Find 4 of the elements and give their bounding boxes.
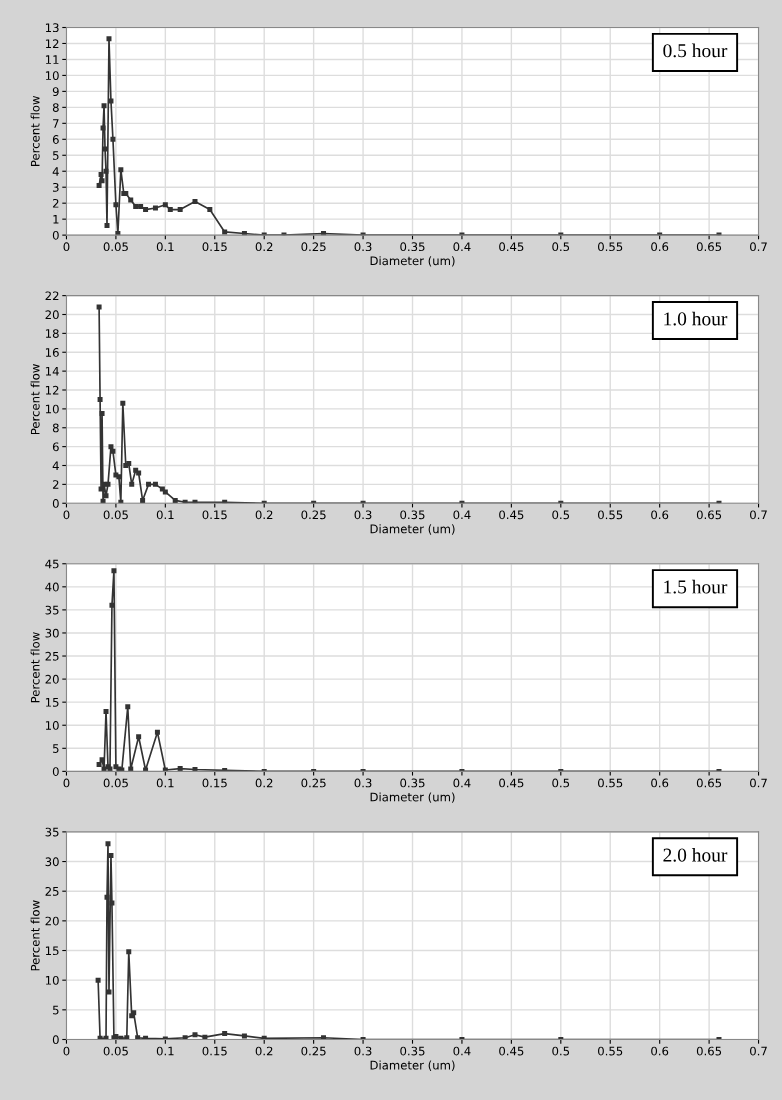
annotation: 1.5 hour	[664, 579, 728, 594]
annotation: 1.0 hour	[664, 311, 728, 326]
annotation: 2.0 hour	[663, 847, 728, 862]
annotation: 0.5 hour	[663, 43, 728, 58]
